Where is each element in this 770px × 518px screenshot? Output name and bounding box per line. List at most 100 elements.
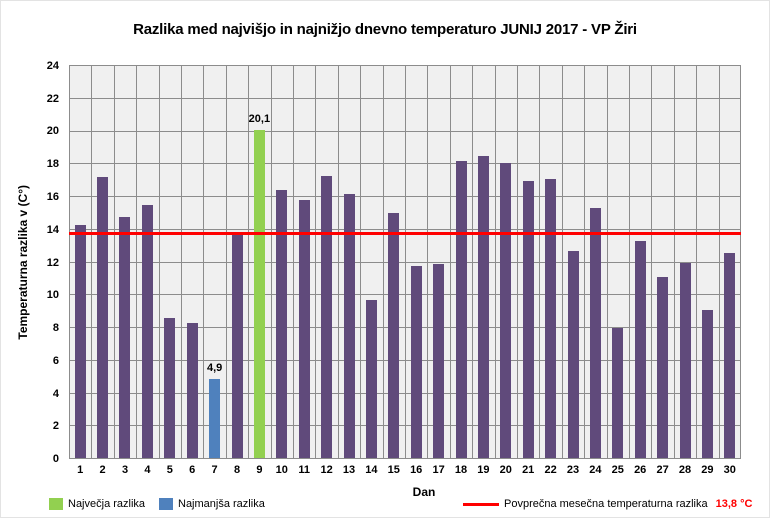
x-tick-label: 7	[211, 464, 218, 476]
x-tick-label: 17	[432, 464, 445, 476]
bar-day-20	[500, 162, 512, 458]
x-tick-label: 22	[544, 464, 557, 476]
gridline-vertical	[584, 66, 586, 459]
x-tick-label: 20	[499, 464, 512, 476]
bar-day-11	[298, 200, 310, 458]
bar-day-18	[455, 160, 467, 458]
x-tick-label: 25	[611, 464, 624, 476]
x-tick-label: 29	[701, 464, 714, 476]
gridline-vertical	[91, 66, 93, 459]
bar-day-6	[186, 323, 198, 458]
gridline-vertical	[225, 66, 227, 459]
gridline-vertical	[203, 66, 205, 459]
gridline-vertical	[382, 66, 384, 459]
x-tick-label: 11	[298, 464, 311, 476]
bar-day-17	[433, 264, 445, 458]
x-tick-label: 5	[166, 464, 173, 476]
bar-day-8	[231, 233, 243, 458]
gridline-horizontal	[69, 65, 741, 66]
x-tick-label: 12	[320, 464, 333, 476]
bar-day-12	[321, 175, 333, 458]
gridline-vertical	[158, 66, 160, 459]
x-tick-label: 26	[634, 464, 647, 476]
gridline-vertical	[494, 66, 496, 459]
y-tick-label: 20	[46, 125, 59, 138]
y-tick-label: 0	[52, 453, 59, 465]
y-tick-label: 12	[46, 256, 59, 269]
x-tick-label: 14	[365, 464, 378, 476]
average-line	[69, 231, 741, 235]
bar-day-25	[612, 328, 624, 458]
legend-swatch-min	[159, 498, 173, 510]
gridline-vertical	[673, 66, 675, 459]
bar-day-24	[589, 208, 601, 458]
gridline-vertical	[561, 66, 563, 459]
x-tick-label: 13	[342, 464, 356, 476]
x-tick-label: 24	[589, 464, 602, 476]
gridline-vertical	[180, 66, 182, 459]
legend-label-average: Povprečna mesečna temperaturna razlika	[504, 498, 708, 510]
y-tick-label: 14	[46, 223, 59, 236]
x-axis-ticks: 1 2 3 4 5 6 7 8 9 10 11 12 13 14 15 16 17 18 19 20 21 22 23 24 2…	[69, 464, 741, 478]
bar-day-28	[679, 262, 691, 458]
bar-day-2	[97, 177, 109, 458]
x-tick-label: 18	[454, 464, 468, 476]
legend-average-value: 13,8 °C	[715, 498, 753, 510]
x-tick-label: 9	[256, 464, 263, 476]
gridline-vertical	[360, 66, 362, 459]
plot-area: 20,1 4,9	[69, 65, 741, 459]
gridline-vertical	[740, 66, 741, 459]
bar-day-30	[724, 252, 736, 458]
gridline-vertical	[405, 66, 406, 459]
gridline-vertical	[270, 66, 272, 459]
gridline-vertical	[606, 66, 608, 459]
gridline-vertical	[651, 66, 653, 459]
max-bar-label: 20,1	[248, 112, 271, 125]
bar-day-5	[164, 318, 176, 458]
gridline-vertical	[449, 66, 451, 459]
x-tick-label: 3	[121, 464, 129, 476]
bar-day-21	[522, 180, 534, 458]
x-tick-label: 4	[144, 464, 151, 476]
legend-line-average	[463, 502, 499, 506]
legend-label-min: Najmanjša razlika	[178, 498, 265, 510]
bar-day-7	[209, 378, 221, 458]
gridline-vertical	[292, 66, 294, 459]
legend-item-average: Povprečna mesečna temperaturna razlika 1…	[463, 498, 752, 510]
legend-label-max: Največja razlika	[68, 498, 146, 510]
y-tick-label: 16	[46, 190, 59, 203]
gridline-vertical	[69, 66, 70, 459]
bar-day-9	[253, 129, 265, 458]
y-tick-label: 22	[46, 92, 59, 105]
bar-day-27	[657, 277, 669, 458]
bar-day-4	[141, 205, 153, 458]
gridline-vertical	[696, 66, 698, 459]
bar-day-1	[74, 224, 86, 458]
bar-day-29	[701, 310, 713, 458]
bar-day-19	[477, 156, 489, 458]
bar-day-14	[365, 300, 377, 458]
bar-day-22	[545, 179, 557, 458]
x-tick-label: 2	[99, 464, 106, 476]
gridline-vertical	[718, 66, 720, 459]
gridline-vertical	[248, 66, 250, 459]
gridline-vertical	[136, 66, 138, 459]
y-tick-label: 2	[52, 420, 59, 433]
x-tick-label: 1	[77, 464, 84, 476]
y-tick-label: 10	[46, 289, 59, 302]
gridline-vertical	[113, 66, 115, 459]
x-tick-label: 23	[566, 464, 580, 476]
x-tick-label: 19	[477, 464, 490, 476]
x-tick-label: 6	[189, 464, 196, 476]
legend-item-min: Najmanjša razlika	[159, 498, 265, 510]
x-tick-label: 27	[656, 464, 669, 476]
x-tick-label: 21	[522, 464, 535, 476]
y-tick-label: 8	[52, 321, 59, 334]
bar-day-13	[343, 193, 355, 458]
x-tick-label: 15	[387, 464, 400, 476]
y-tick-label: 24	[46, 60, 59, 72]
legend-item-max: Največja razlika	[49, 498, 145, 510]
y-tick-label: 6	[52, 354, 59, 367]
bar-day-26	[634, 241, 646, 458]
